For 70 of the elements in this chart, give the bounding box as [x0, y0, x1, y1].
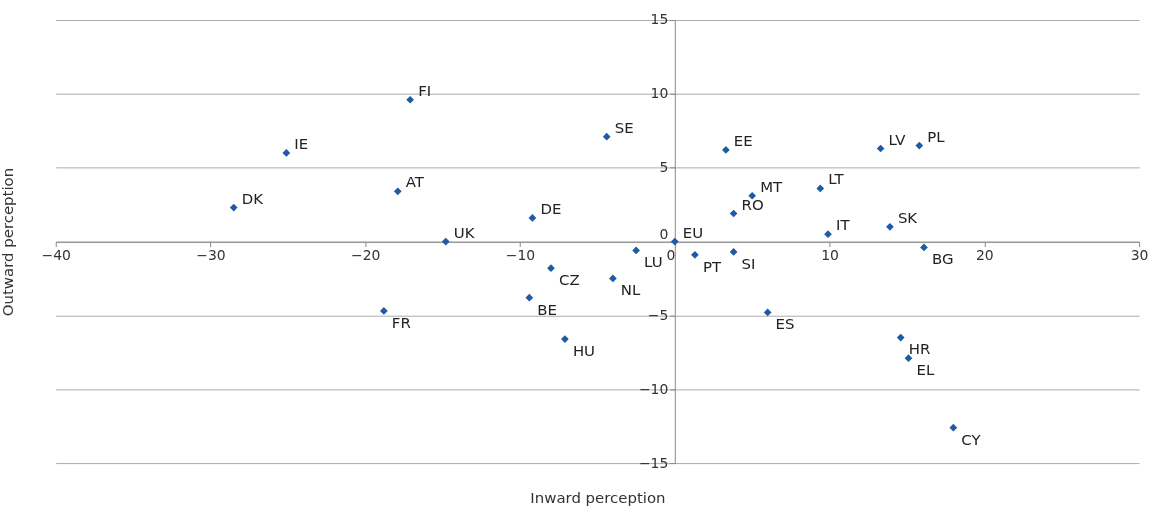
annotation: SE	[614, 118, 634, 137]
y-tick-label: −10	[638, 380, 669, 397]
annotation: DE	[540, 199, 562, 218]
point	[915, 141, 924, 150]
y-tick-label: 15	[650, 11, 669, 28]
point	[525, 293, 534, 302]
annotation: EL	[916, 361, 935, 380]
annotation: SK	[897, 208, 919, 227]
y-tick-label: 5	[659, 159, 669, 176]
y-tick-label: 0	[659, 226, 669, 243]
y-axis-title: Outward perception	[0, 167, 18, 317]
point	[920, 243, 928, 252]
point	[229, 203, 238, 212]
point	[824, 230, 832, 239]
x-tick-label: −20	[351, 246, 381, 263]
annotation: RO	[741, 195, 764, 214]
point	[691, 250, 699, 259]
y-tick-label: −15	[638, 454, 669, 471]
x-tick-label: −30	[196, 246, 226, 263]
annotation: CZ	[558, 271, 580, 290]
point	[763, 308, 772, 317]
annotation: EU	[682, 223, 704, 242]
annotation: SI	[741, 254, 756, 273]
annotation: BG	[931, 250, 954, 269]
annotation: IT	[835, 216, 851, 235]
annotation: MT	[760, 177, 784, 196]
point	[632, 246, 640, 255]
annotation: UK	[453, 223, 476, 242]
x-axis-title: Inward perception	[530, 489, 666, 508]
annotation: PL	[927, 127, 946, 146]
x-tick-label: 20	[975, 246, 994, 263]
point	[886, 222, 894, 231]
annotation: LT	[828, 170, 845, 189]
point	[379, 307, 388, 315]
point	[528, 214, 537, 222]
annotation: IE	[294, 134, 309, 153]
annotation: HU	[572, 341, 596, 360]
x-tick-label: 30	[1130, 246, 1149, 263]
annotation: BE	[537, 300, 557, 319]
annotation: HR	[908, 340, 931, 359]
point	[441, 237, 450, 246]
annotation: DK	[241, 189, 265, 208]
annotation: LV	[888, 130, 907, 149]
point	[670, 237, 679, 246]
point	[393, 187, 402, 196]
x-tick-label: 10	[821, 246, 839, 263]
annotation: FI	[418, 81, 432, 100]
point	[282, 149, 291, 157]
x-tick-label: −10	[505, 246, 536, 263]
y-tick-label: 10	[650, 85, 669, 102]
y-tick-label: −5	[647, 306, 669, 323]
annotation: FR	[391, 313, 411, 332]
point	[729, 248, 738, 256]
x-tick-label: −40	[41, 246, 71, 263]
point	[748, 191, 757, 200]
point	[904, 354, 913, 363]
annotation: ES	[775, 315, 795, 334]
point	[722, 146, 730, 154]
point	[896, 333, 905, 342]
annotation: PT	[702, 257, 722, 276]
annotation: CY	[961, 430, 982, 449]
point	[949, 423, 958, 432]
point	[602, 132, 611, 141]
annotation: EE	[733, 132, 753, 150]
point	[406, 95, 415, 104]
annotation: NL	[620, 281, 642, 300]
annotation: LU	[644, 253, 663, 272]
point	[609, 274, 617, 283]
annotation: AT	[405, 173, 425, 192]
point	[816, 184, 825, 193]
